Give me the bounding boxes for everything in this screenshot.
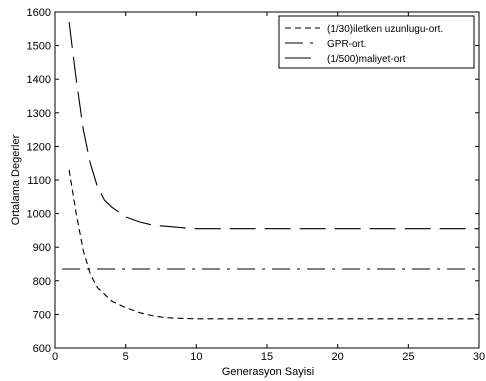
legend-label: (1/500)maliyet-ort	[327, 54, 406, 65]
y-tick-label: 1200	[27, 141, 51, 153]
y-tick-label: 700	[33, 309, 51, 321]
legend-label: GPR-ort.	[327, 39, 366, 50]
legend-label: (1/30)iletken uzunlugu-ort.	[327, 24, 443, 35]
legend-items: (1/30)iletken uzunlugu-ort. GPR-ort. (1/50…	[285, 24, 443, 65]
y-tick-label: 1100	[27, 175, 51, 187]
x-axis-label: Generasyon Sayisi	[222, 366, 314, 378]
y-axis-label: Ortalama Degerler	[10, 134, 22, 225]
series-line-3	[68, 22, 479, 230]
y-tick-label: 1600	[27, 7, 51, 19]
y-tick-label: 1400	[27, 74, 51, 86]
x-tick-label: 0	[52, 351, 58, 363]
legend: (1/30)iletken uzunlugu-ort. GPR-ort. (1/50…	[278, 15, 475, 69]
y-tick-label: 1500	[27, 41, 51, 53]
y-tick-label: 800	[33, 276, 51, 288]
y-axis-ticks: 600 700 800 900 1000 1100 1200 1300 1400 1500 1600	[27, 7, 479, 355]
y-tick-label: 900	[33, 242, 51, 254]
series-line-1	[68, 169, 479, 320]
x-tick-label: 20	[332, 351, 344, 363]
y-tick-label: 600	[33, 343, 51, 355]
x-tick-label: 30	[473, 351, 485, 363]
y-tick-label: 1000	[27, 209, 51, 221]
y-tick-label: 1300	[27, 108, 51, 120]
legend-box	[278, 15, 475, 69]
series-lines	[62, 22, 479, 320]
x-tick-label: 15	[261, 351, 273, 363]
x-tick-label: 10	[190, 351, 202, 363]
x-tick-label: 5	[123, 351, 129, 363]
x-axis-ticks: 0 5 10 15 20 25 30	[52, 12, 485, 363]
x-tick-label: 25	[402, 351, 414, 363]
